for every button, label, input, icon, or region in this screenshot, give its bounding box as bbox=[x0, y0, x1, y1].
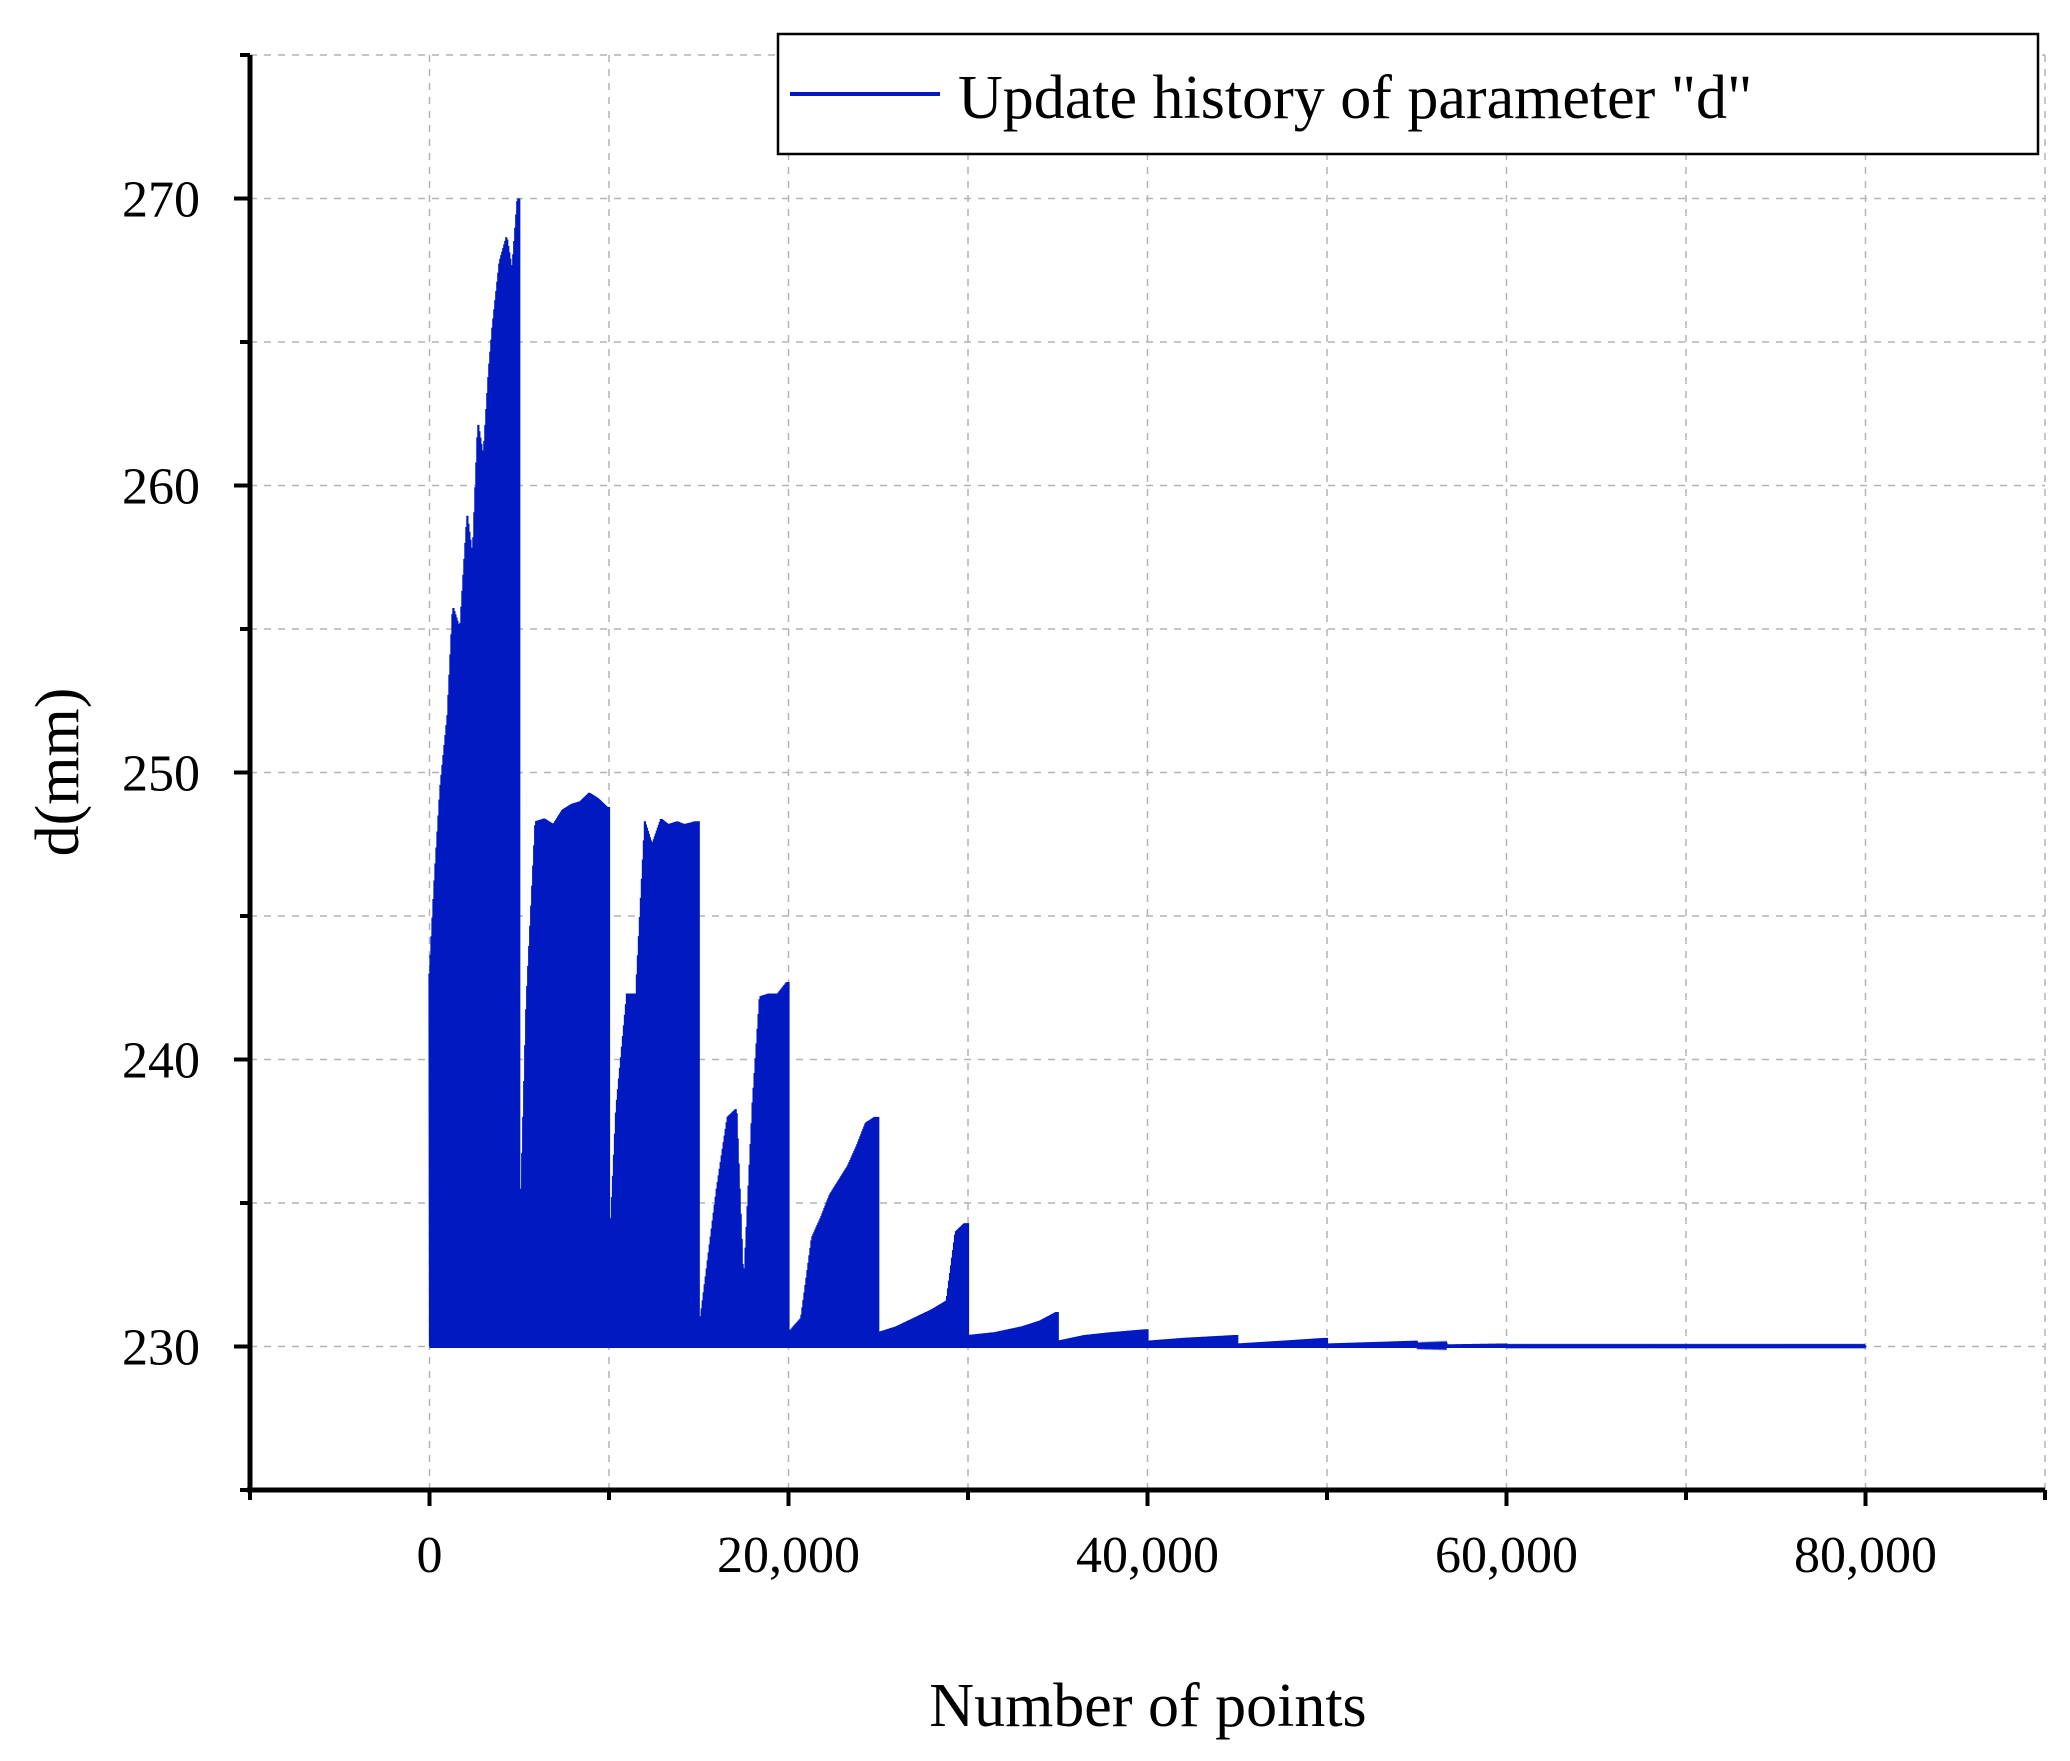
x-tick-label: 80,000 bbox=[1794, 1527, 1937, 1584]
legend-label: Update history of parameter "d" bbox=[958, 64, 1752, 132]
y-axis-title: d(mm) bbox=[24, 688, 92, 857]
y-tick-label: 270 bbox=[122, 172, 200, 229]
legend: Update history of parameter "d" bbox=[776, 32, 2040, 156]
y-tick-label: 240 bbox=[122, 1033, 200, 1090]
x-tick-label: 60,000 bbox=[1435, 1527, 1578, 1584]
x-axis-title: Number of points bbox=[929, 1672, 1366, 1740]
y-tick-label: 230 bbox=[122, 1320, 200, 1377]
x-tick-label: 40,000 bbox=[1076, 1527, 1219, 1584]
legend-box bbox=[776, 32, 2040, 156]
y-tick-label: 260 bbox=[122, 459, 200, 516]
y-tick-label: 250 bbox=[122, 746, 200, 803]
data-layer bbox=[428, 198, 1867, 1351]
x-tick-label: 0 bbox=[417, 1527, 443, 1584]
tick-layer: 0 20,000 40,000 60,000 80,000 230 240 250 260 270 bbox=[122, 53, 2047, 1584]
x-tick-label: 20,000 bbox=[717, 1527, 860, 1584]
